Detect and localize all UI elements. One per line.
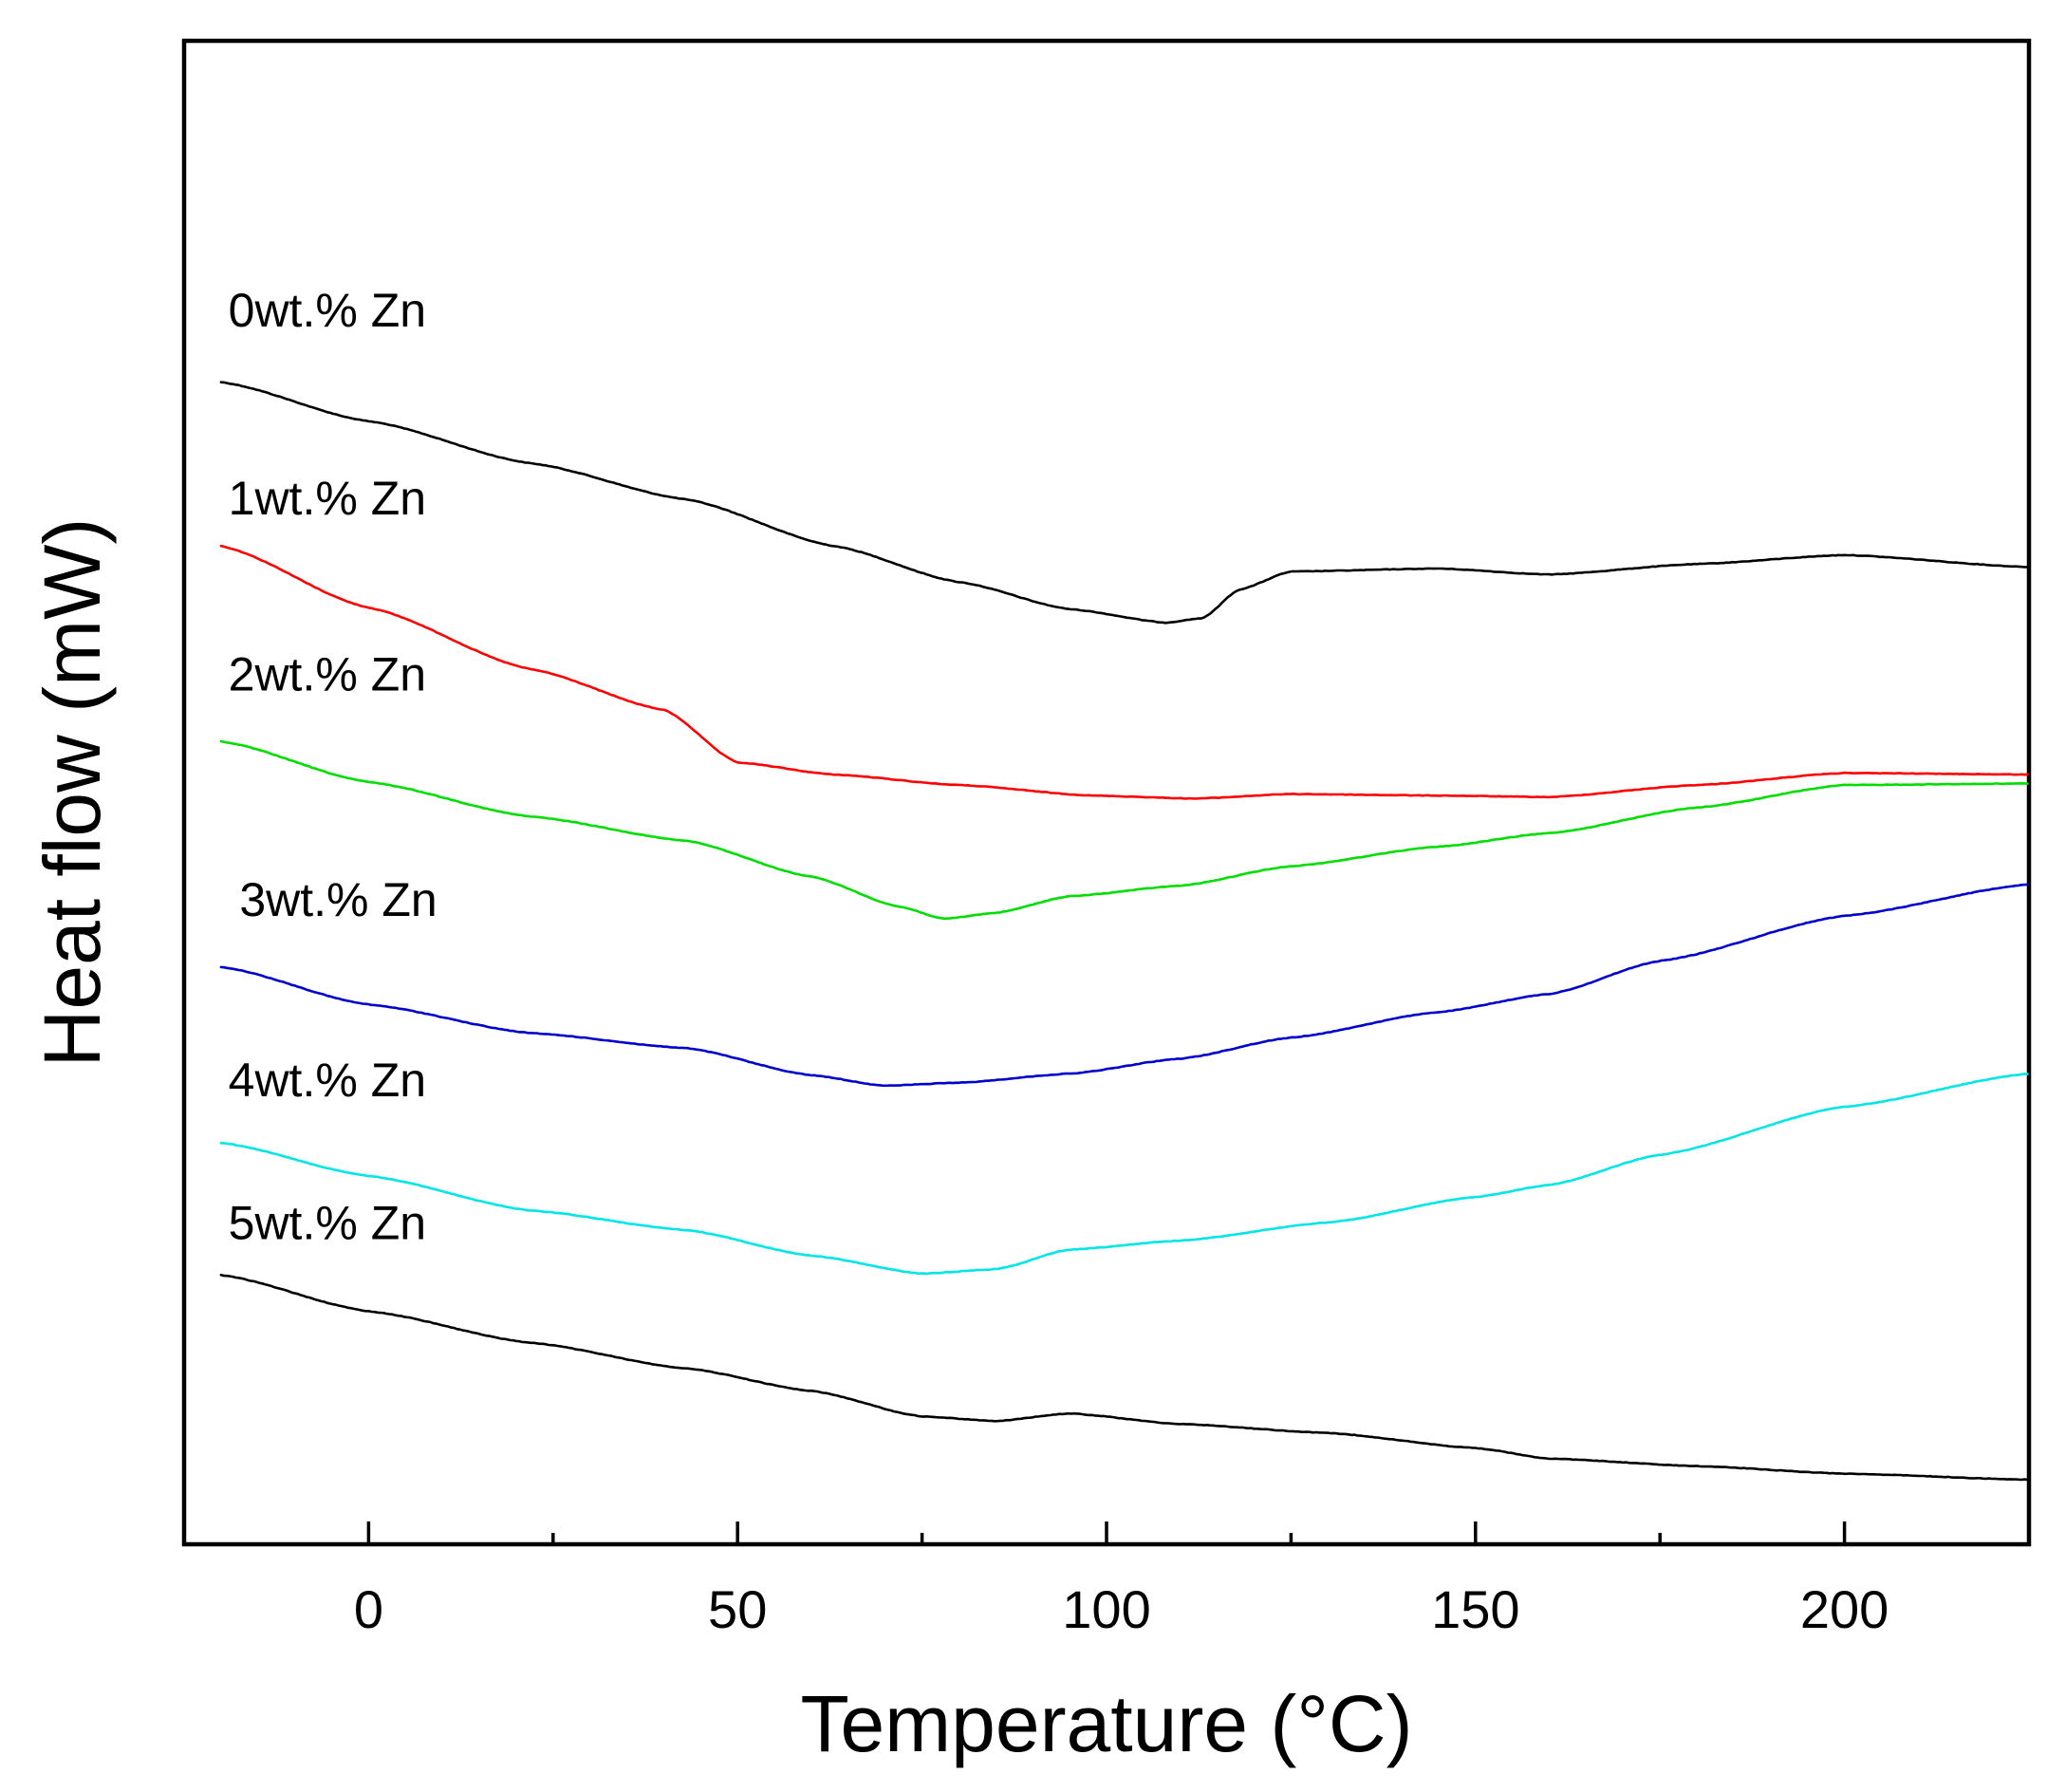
plot-frame bbox=[181, 38, 2032, 1547]
x-axis-tick-labels: 0 50 100 150 200 bbox=[354, 1579, 1889, 1639]
x-axis-ticks bbox=[366, 1521, 1847, 1544]
series-line-1 bbox=[219, 544, 2029, 800]
series-label-4: 4wt.% Zn bbox=[229, 1054, 426, 1107]
series-line-4 bbox=[219, 1073, 2029, 1276]
series-line-5 bbox=[219, 1273, 2029, 1482]
y-axis-title: Heat flow (mW) bbox=[28, 518, 117, 1068]
x-tick-label: 100 bbox=[1062, 1579, 1150, 1639]
x-tick-label: 0 bbox=[354, 1579, 383, 1639]
series-labels: 0wt.% Zn 1wt.% Zn 2wt.% Zn 3wt.% Zn 4wt.% Zn… bbox=[229, 284, 437, 1249]
series-line-2 bbox=[219, 739, 2029, 921]
x-axis-title: Temperature (°C) bbox=[800, 1679, 1412, 1768]
series-lines bbox=[219, 381, 2029, 1482]
series-label-5: 5wt.% Zn bbox=[229, 1196, 426, 1249]
series-label-0: 0wt.% Zn bbox=[229, 284, 426, 337]
series-label-3: 3wt.% Zn bbox=[239, 873, 437, 926]
x-tick-label: 200 bbox=[1800, 1579, 1889, 1639]
series-label-2: 2wt.% Zn bbox=[229, 647, 426, 700]
series-line-0 bbox=[219, 381, 2029, 625]
series-label-1: 1wt.% Zn bbox=[229, 472, 426, 525]
series-line-3 bbox=[219, 883, 2029, 1088]
x-tick-label: 50 bbox=[708, 1579, 767, 1639]
x-tick-label: 150 bbox=[1431, 1579, 1519, 1639]
